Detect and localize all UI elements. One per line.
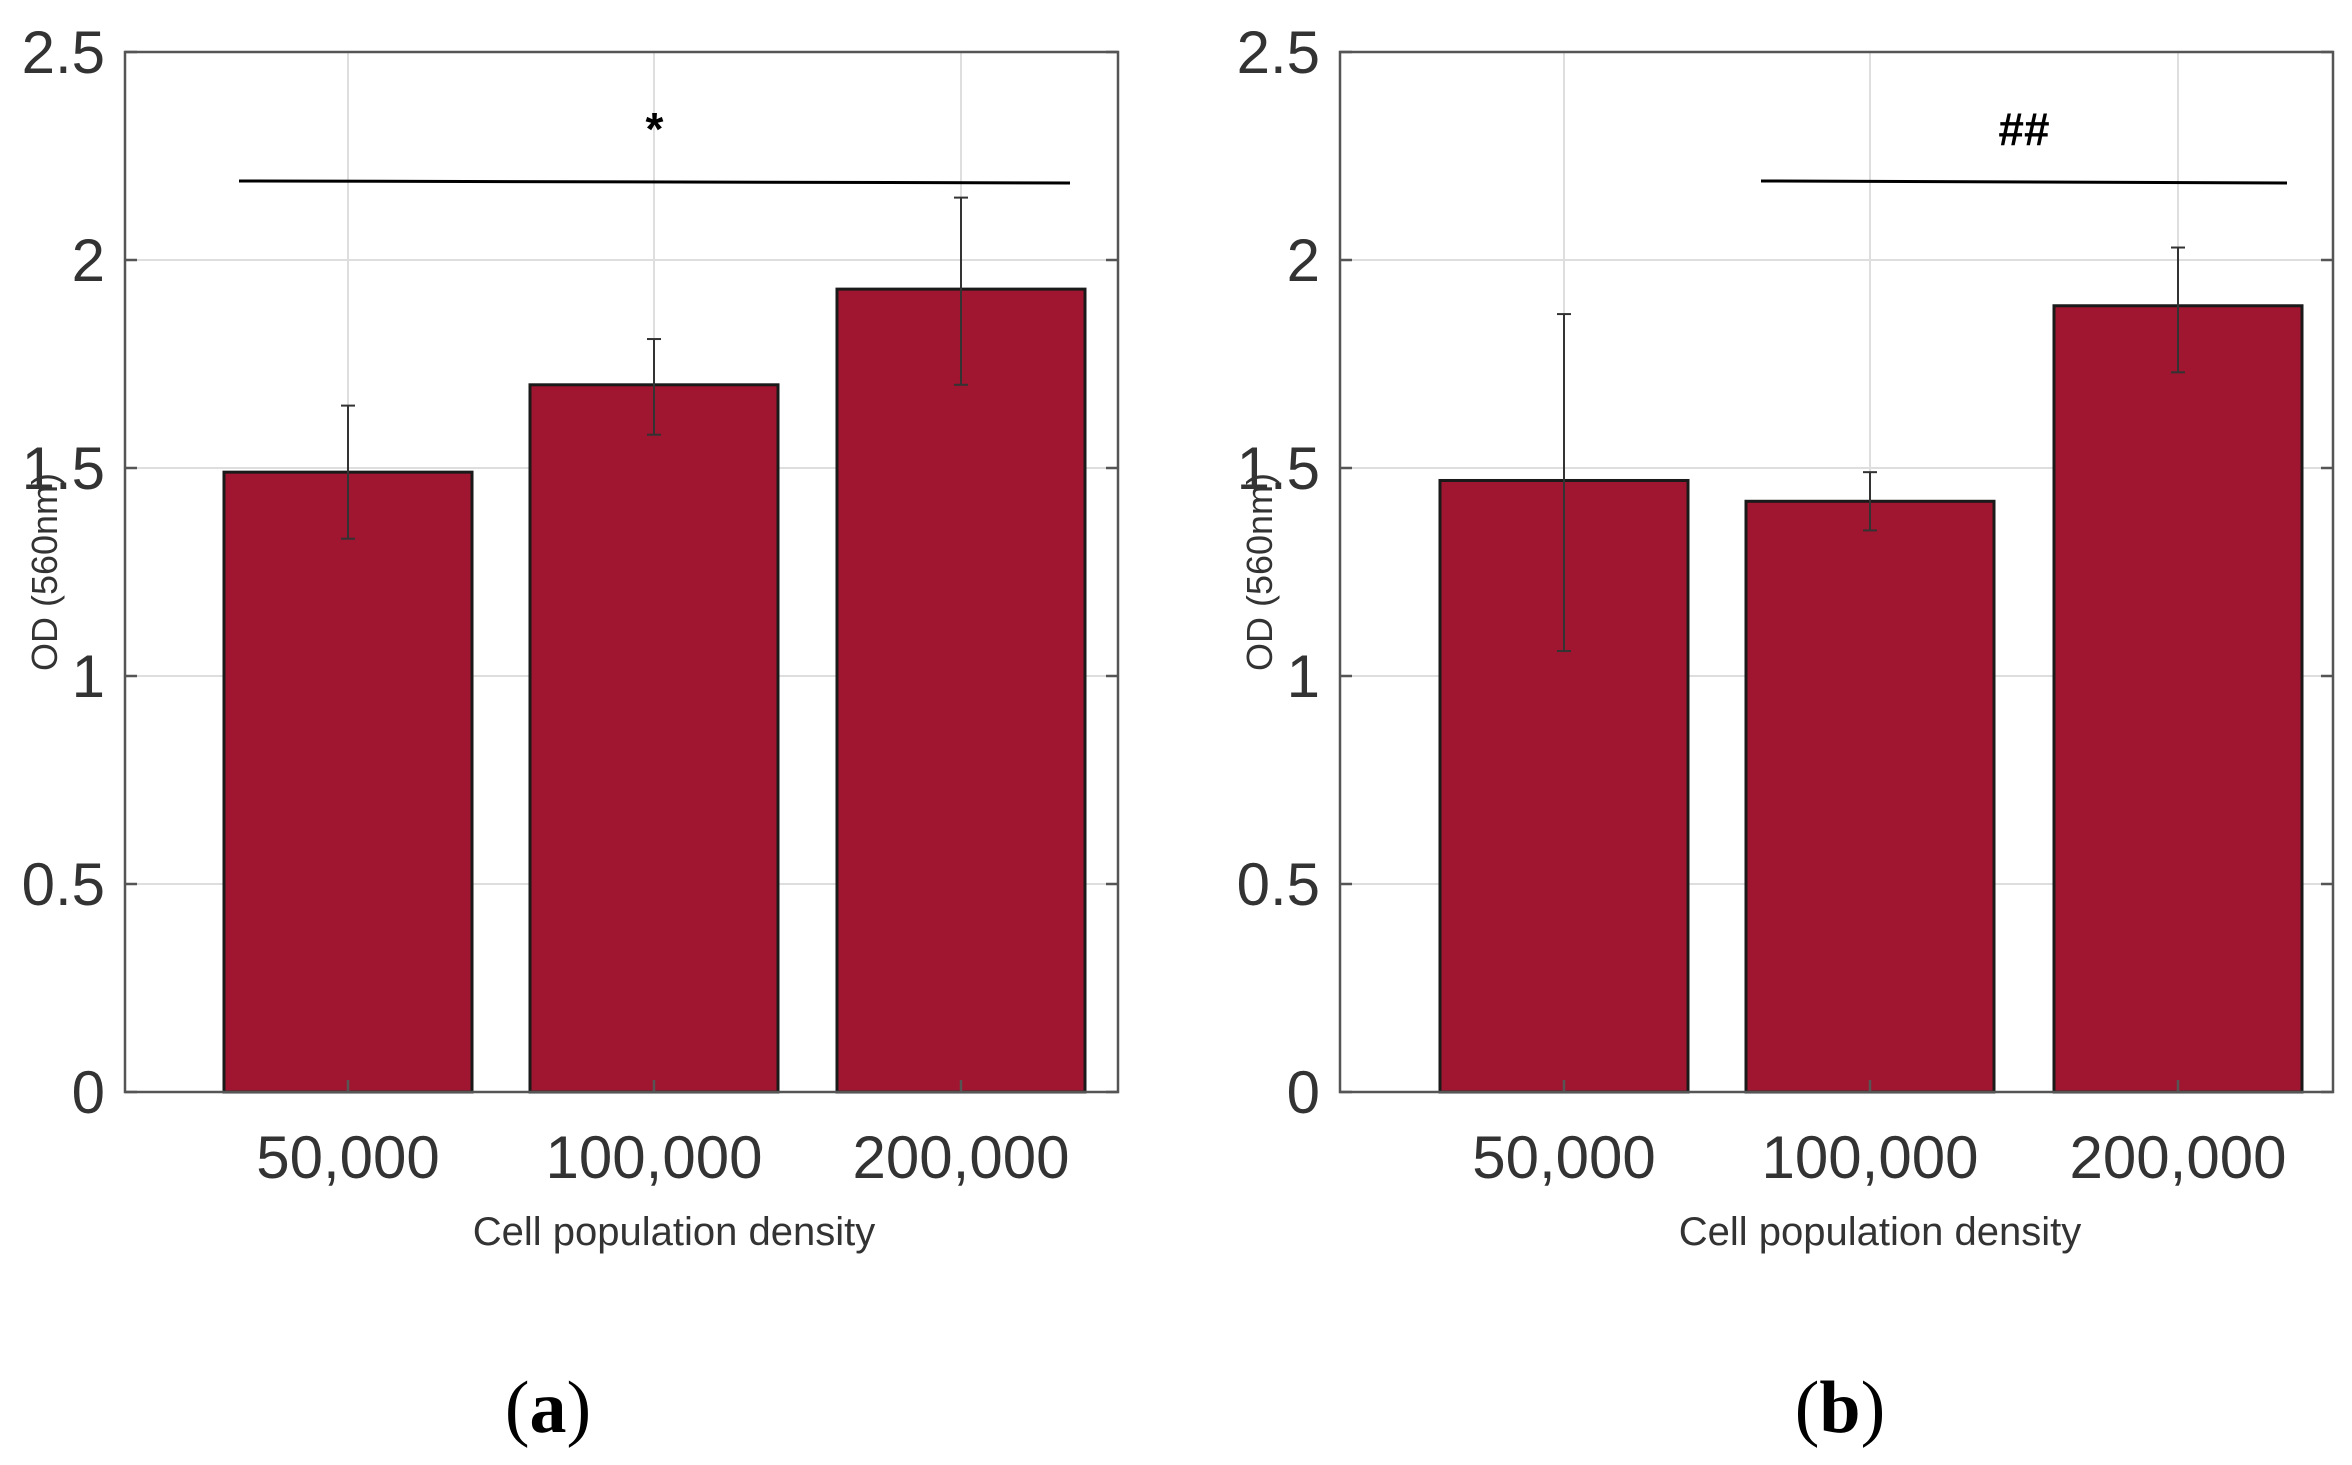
y-tick-label: 2 xyxy=(72,227,105,294)
axes-frame xyxy=(1338,50,2335,1094)
y-axis-label: OD (560nm) xyxy=(1239,473,1280,671)
axes-frame xyxy=(123,50,1120,1094)
bar-0 xyxy=(222,470,474,1094)
x-tick-label: 100,000 xyxy=(1762,1124,1979,1191)
significance-line xyxy=(1760,179,2288,185)
y-tick-label: 2.5 xyxy=(22,19,105,86)
y-tick-label: 1.5 xyxy=(22,435,105,502)
x-axis-label: Cell population density xyxy=(473,1210,875,1254)
chart-panel-a: 0 0.5 1 1.5 2 2.5 50,000 100,000 200,000 Cell pop… xyxy=(22,19,1120,1449)
y-tick-label: 1 xyxy=(72,643,105,710)
x-tick-label: 100,000 xyxy=(546,1124,763,1191)
significance-line xyxy=(238,179,1071,185)
y-tick-label: 0.5 xyxy=(1237,851,1320,918)
bar-2 xyxy=(2052,304,2304,1094)
panel-label-letter: a xyxy=(530,1367,567,1449)
y-tick-label: 1 xyxy=(1287,643,1320,710)
bar-2 xyxy=(835,287,1087,1094)
panel-label: (b) xyxy=(1795,1367,1885,1449)
y-tick-label: 2 xyxy=(1287,227,1320,294)
x-tick-label: 50,000 xyxy=(1472,1124,1656,1191)
significance-marker: ## xyxy=(1998,103,2049,155)
x-tick-label: 50,000 xyxy=(256,1124,440,1191)
panel-label: (a) xyxy=(505,1367,591,1449)
chart-panel-b: 0 0.5 1 1.5 2 2.5 50,000 100,000 200,000 Cell pop… xyxy=(1237,19,2335,1449)
y-tick-label: 1.5 xyxy=(1237,435,1320,502)
y-axis-label: OD (560nm) xyxy=(24,473,65,671)
significance-marker: * xyxy=(646,103,664,155)
y-tick-label: 0.5 xyxy=(22,851,105,918)
bar-1 xyxy=(1744,499,1996,1094)
bar-1 xyxy=(528,383,780,1094)
panel-label-open-paren: ( xyxy=(505,1367,530,1449)
panel-label-close-paren: ) xyxy=(567,1367,592,1449)
x-tick-label: 200,000 xyxy=(853,1124,1070,1191)
x-tick-label: 200,000 xyxy=(2070,1124,2287,1191)
y-tick-label: 0 xyxy=(1287,1059,1320,1126)
x-axis-label: Cell population density xyxy=(1679,1210,2081,1254)
panel-label-close-paren: ) xyxy=(1861,1367,1886,1449)
y-tick-label: 2.5 xyxy=(1237,19,1320,86)
panel-label-letter: b xyxy=(1819,1367,1860,1449)
panel-label-open-paren: ( xyxy=(1795,1367,1820,1449)
y-tick-label: 0 xyxy=(72,1059,105,1126)
